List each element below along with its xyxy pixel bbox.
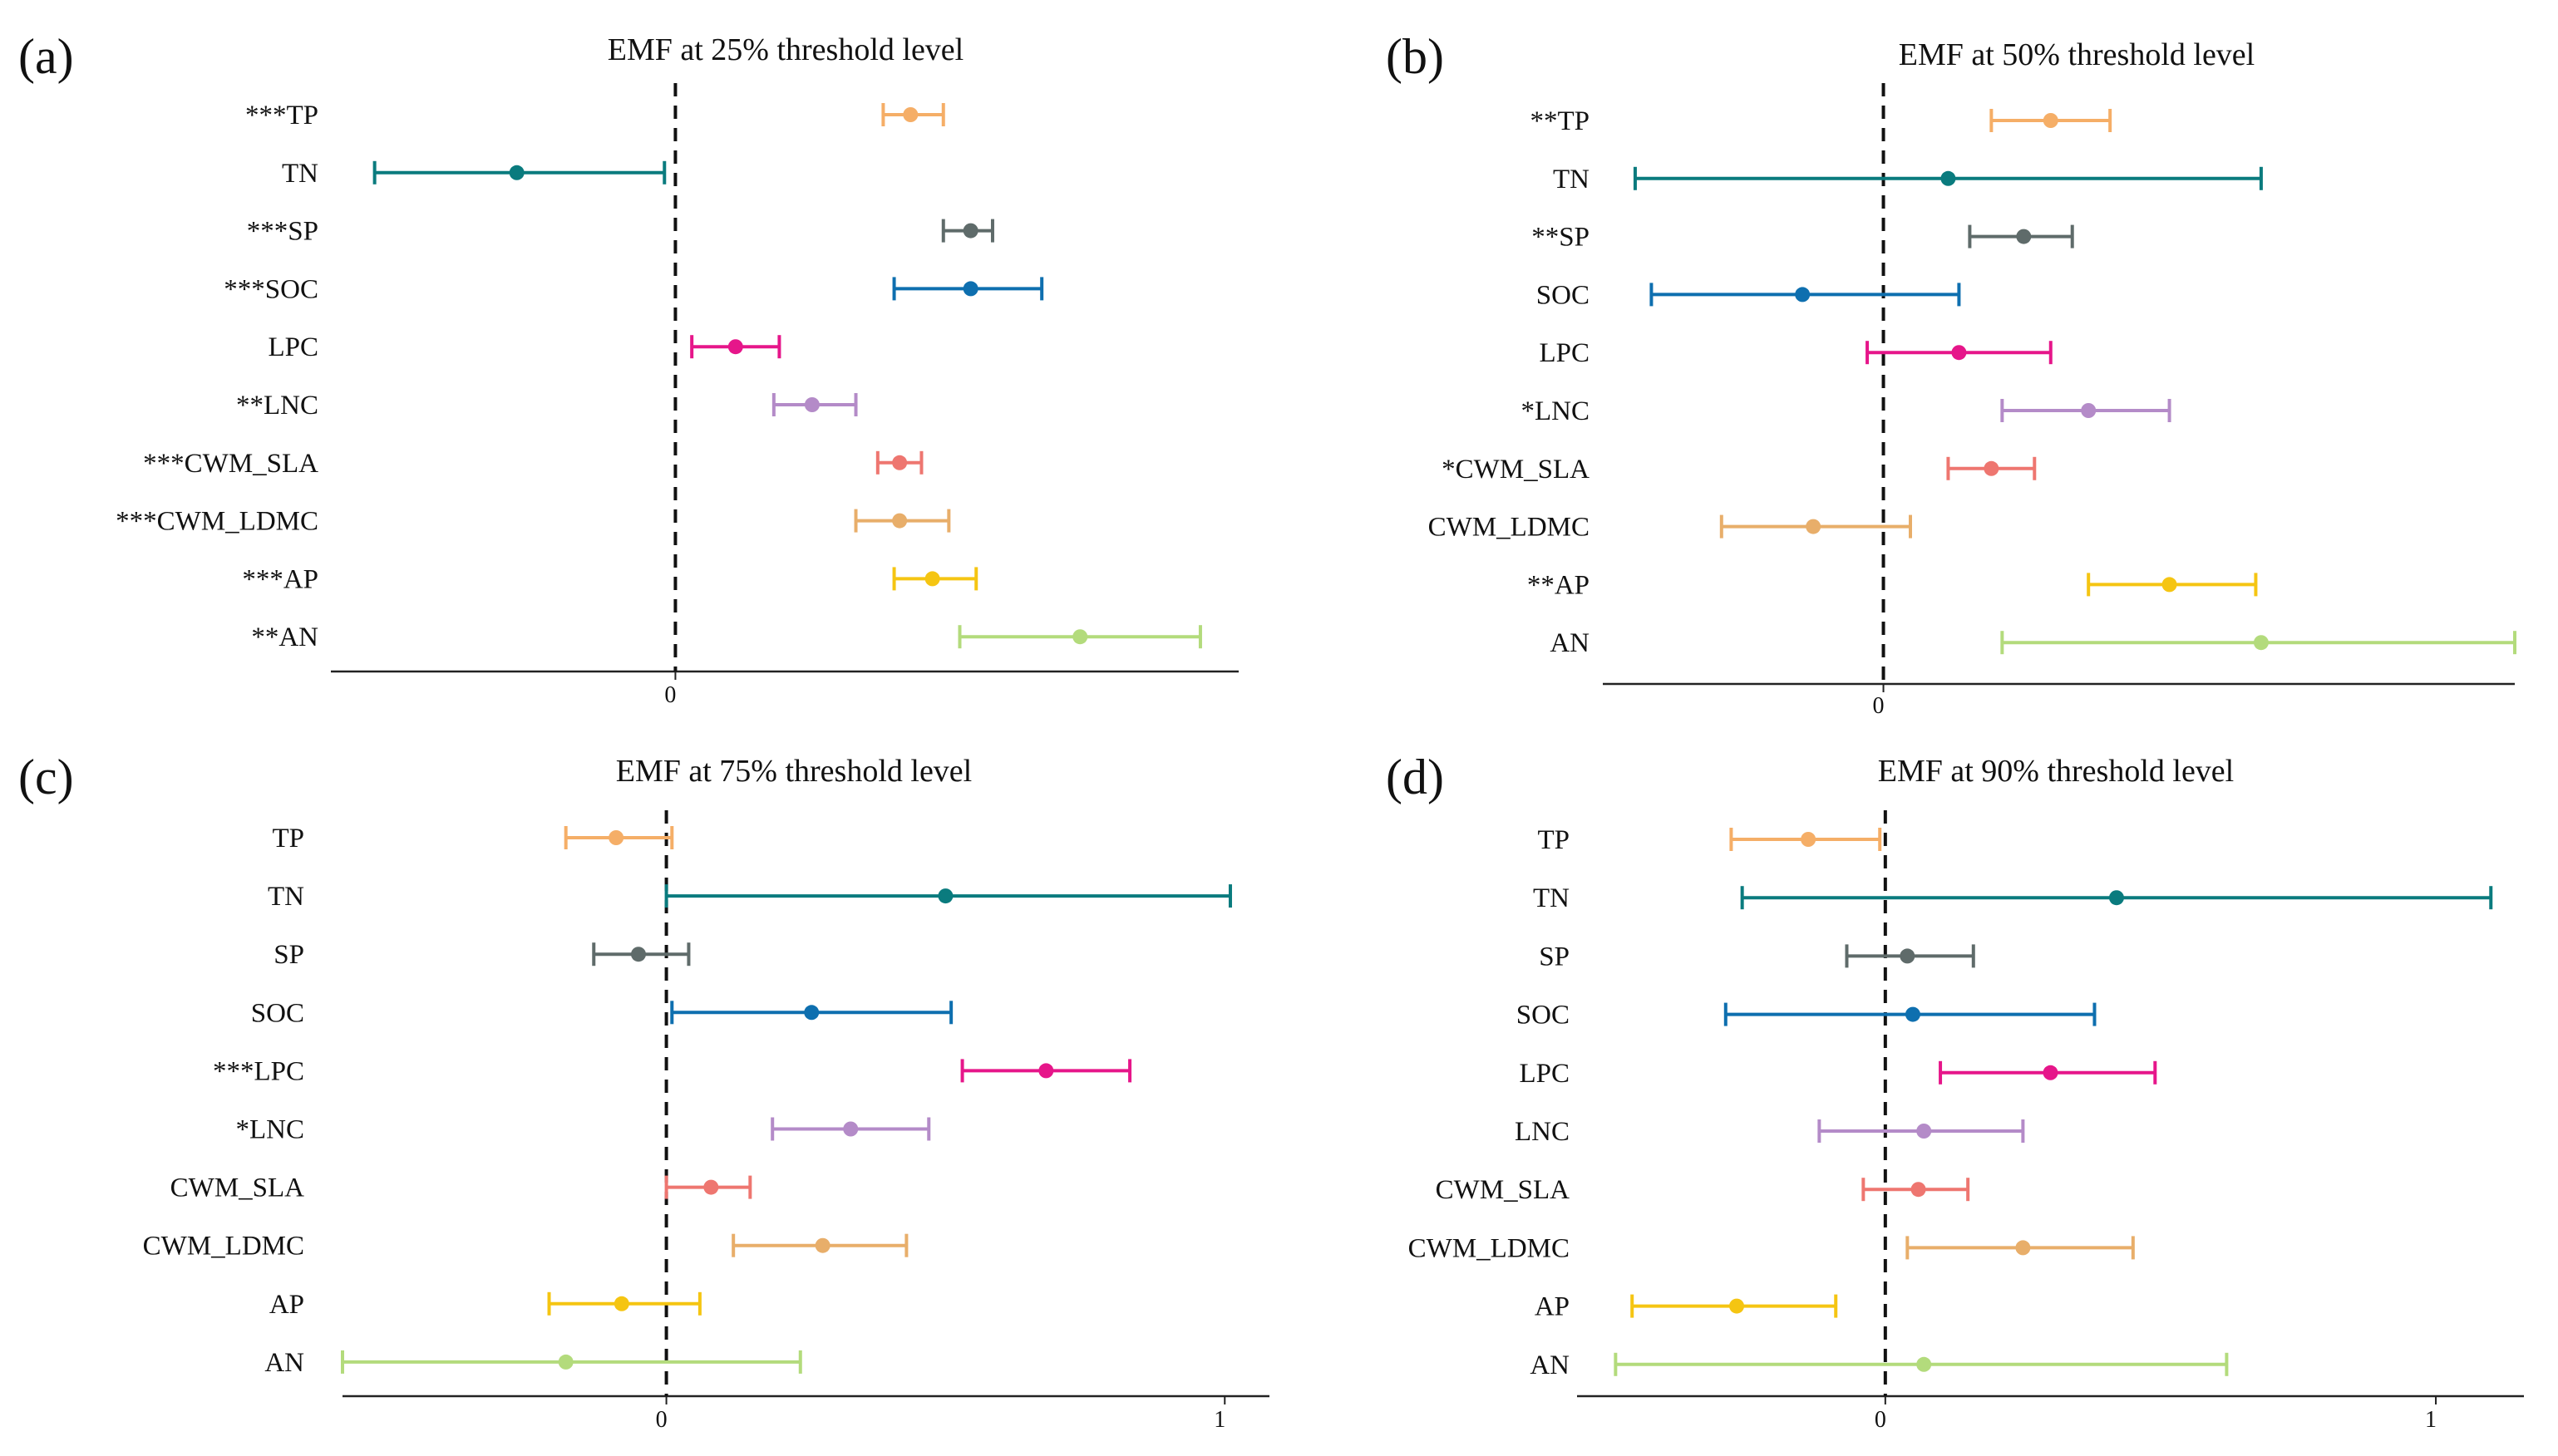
row-label-sp: SP <box>1539 942 1570 971</box>
mean-point-an <box>1916 1356 1932 1372</box>
row-label-tp: TP <box>272 824 304 853</box>
mean-point-cwm-ldmc <box>892 513 908 529</box>
mean-point-ap <box>2161 577 2177 593</box>
row-label-lnc: *LNC <box>1521 396 1590 426</box>
mean-point-tn <box>938 888 954 904</box>
row-label-lpc: LPC <box>1519 1059 1570 1089</box>
mean-point-ap <box>924 571 940 587</box>
row-label-cwm-sla: *CWM_SLA <box>1442 455 1590 485</box>
mean-point-sp <box>2016 229 2032 244</box>
row-label-cwm-ldmc: ***CWM_LDMC <box>116 507 318 537</box>
row-label-soc: SOC <box>251 998 304 1028</box>
mean-point-cwm-ldmc <box>815 1237 830 1253</box>
mean-point-sp <box>630 947 646 962</box>
row-label-lnc: *LNC <box>236 1115 305 1145</box>
mean-point-tp <box>1801 832 1816 847</box>
mean-point-tn <box>509 165 525 180</box>
row-label-cwm-sla: CWM_SLA <box>170 1173 305 1203</box>
mean-point-cwm-sla <box>892 455 908 470</box>
mean-point-tp <box>609 830 624 845</box>
panel-label: (c) <box>18 750 74 804</box>
x-tick-label: 0 <box>664 682 676 708</box>
x-tick-label: 0 <box>1873 693 1885 719</box>
row-label-tn: TN <box>1533 883 1570 913</box>
x-tick-label: 0 <box>1875 1407 1886 1433</box>
forest-panel-b: (b) EMF at 50% threshold level 0 **TP TN **SP… <box>1386 29 2516 719</box>
row-label-sp: SP <box>274 940 304 970</box>
row-label-ap: ***AP <box>242 564 318 594</box>
mean-point-tn <box>1940 170 1956 186</box>
panel-title: EMF at 75% threshold level <box>616 754 972 789</box>
row-label-soc: SOC <box>1516 1001 1570 1031</box>
mean-point-lpc <box>1038 1063 1054 1079</box>
row-label-ap: AP <box>269 1290 304 1320</box>
row-label-tn: TN <box>282 159 318 189</box>
row-label-tp: ***TP <box>245 101 318 130</box>
row-label-an: **AN <box>251 622 318 652</box>
mean-point-tp <box>903 107 919 122</box>
mean-point-tn <box>2108 890 2124 906</box>
panel-title: EMF at 90% threshold level <box>1878 754 2234 789</box>
row-label-soc: ***SOC <box>224 274 318 304</box>
mean-point-lpc <box>727 339 743 355</box>
row-label-an: AN <box>1530 1350 1570 1380</box>
panel-label: (b) <box>1386 29 1444 84</box>
mean-point-sp <box>1900 948 1915 964</box>
mean-point-soc <box>963 281 978 297</box>
mean-point-an <box>1072 629 1088 645</box>
mean-point-soc <box>804 1005 820 1021</box>
row-label-sp: **SP <box>1531 223 1590 253</box>
forest-panel-c: (c) EMF at 75% threshold level 0 1 TP TN SP SOC… <box>18 750 1269 1433</box>
row-label-sp: ***SP <box>247 217 318 247</box>
mean-point-ap <box>614 1296 629 1311</box>
mean-point-an <box>2253 635 2269 651</box>
row-label-ap: **AP <box>1527 570 1590 600</box>
row-label-an: AN <box>1550 628 1590 658</box>
mean-point-lnc <box>2081 403 2097 418</box>
mean-point-cwm-ldmc <box>1806 519 1821 534</box>
row-label-tp: **TP <box>1530 106 1590 136</box>
row-label-cwm-ldmc: CWM_LDMC <box>143 1232 304 1262</box>
x-tick-label: 1 <box>1214 1407 1225 1433</box>
mean-point-ap <box>1729 1298 1745 1314</box>
panel-title: EMF at 50% threshold level <box>1899 37 2255 72</box>
mean-point-lnc <box>804 397 820 412</box>
mean-point-cwm-sla <box>1910 1182 1926 1198</box>
mean-point-cwm-sla <box>1984 460 1999 476</box>
row-label-lpc: LPC <box>1539 338 1590 368</box>
row-label-soc: SOC <box>1536 280 1590 310</box>
row-label-an: AN <box>264 1348 304 1378</box>
row-label-cwm-ldmc: CWM_LDMC <box>1428 513 1590 543</box>
mean-point-soc <box>1795 287 1811 303</box>
row-label-tp: TP <box>1537 825 1570 855</box>
mean-point-lnc <box>843 1121 859 1137</box>
forest-panel-d: (d) EMF at 90% threshold level 0 1 TP TN SP SOC… <box>1386 750 2524 1433</box>
row-label-ap: AP <box>1535 1292 1570 1322</box>
panel-title: EMF at 25% threshold level <box>608 32 964 67</box>
mean-point-sp <box>963 223 978 239</box>
row-label-cwm-ldmc: CWM_LDMC <box>1408 1233 1570 1263</box>
panel-label: (d) <box>1386 750 1444 804</box>
row-label-cwm-sla: ***CWM_SLA <box>143 449 318 479</box>
mean-point-soc <box>1905 1006 1920 1022</box>
mean-point-lnc <box>1916 1124 1932 1139</box>
mean-point-tp <box>2043 113 2058 128</box>
mean-point-lpc <box>1951 345 1967 361</box>
row-label-tn: TN <box>268 882 304 912</box>
row-label-lpc: LPC <box>268 332 318 362</box>
row-label-lpc: ***LPC <box>213 1056 304 1086</box>
row-label-cwm-sla: CWM_SLA <box>1436 1175 1570 1205</box>
mean-point-cwm-sla <box>703 1179 719 1195</box>
row-label-tn: TN <box>1553 165 1590 194</box>
mean-point-cwm-ldmc <box>2015 1240 2031 1256</box>
mean-point-an <box>558 1354 574 1370</box>
row-label-lnc: LNC <box>1515 1117 1570 1147</box>
mean-point-lpc <box>2043 1065 2058 1080</box>
x-tick-label: 1 <box>2425 1407 2437 1433</box>
row-label-lnc: **LNC <box>236 391 318 421</box>
panel-label: (a) <box>18 29 74 84</box>
forest-panel-a: (a) EMF at 25% threshold level 0 ***TP TN ***… <box>18 29 1239 708</box>
x-tick-label: 0 <box>656 1407 668 1433</box>
